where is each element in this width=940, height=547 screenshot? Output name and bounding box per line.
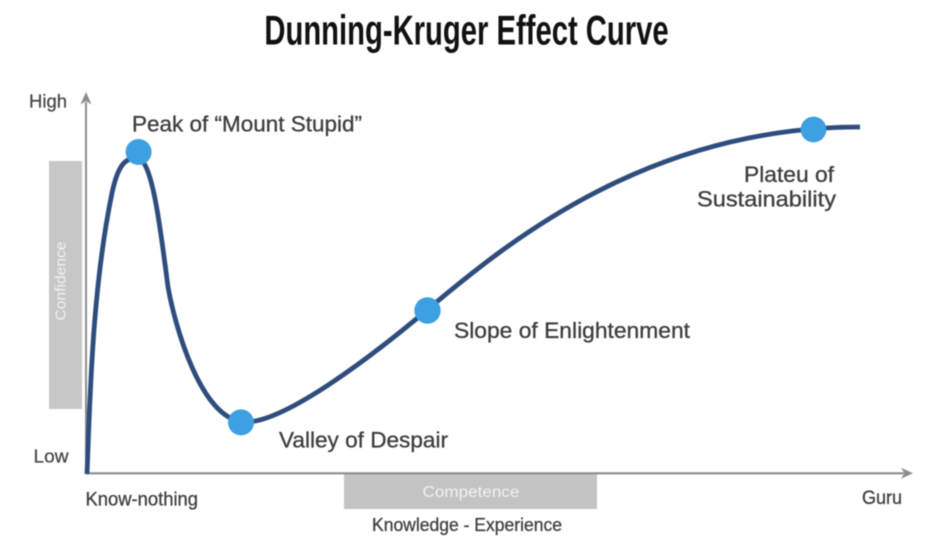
svg-text:Dunning-Kruger Effect Curve: Dunning-Kruger Effect Curve [264,6,668,54]
svg-text:Sustainability: Sustainability [697,187,836,212]
svg-text:Plateu of: Plateu of [744,162,835,187]
svg-text:High: High [29,91,67,112]
svg-text:Slope of Enlightenment: Slope of Enlightenment [454,318,690,343]
svg-text:Peak of “Mount Stupid”: Peak of “Mount Stupid” [132,111,362,136]
svg-text:Know-nothing: Know-nothing [86,489,199,511]
svg-text:Guru: Guru [862,488,902,509]
svg-text:Confidence: Confidence [53,242,70,321]
svg-text:Competence: Competence [423,484,520,501]
svg-text:Knowledge - Experience: Knowledge - Experience [372,514,562,535]
svg-text:Valley of Despair: Valley of Despair [279,427,448,452]
svg-text:Low: Low [34,446,70,467]
